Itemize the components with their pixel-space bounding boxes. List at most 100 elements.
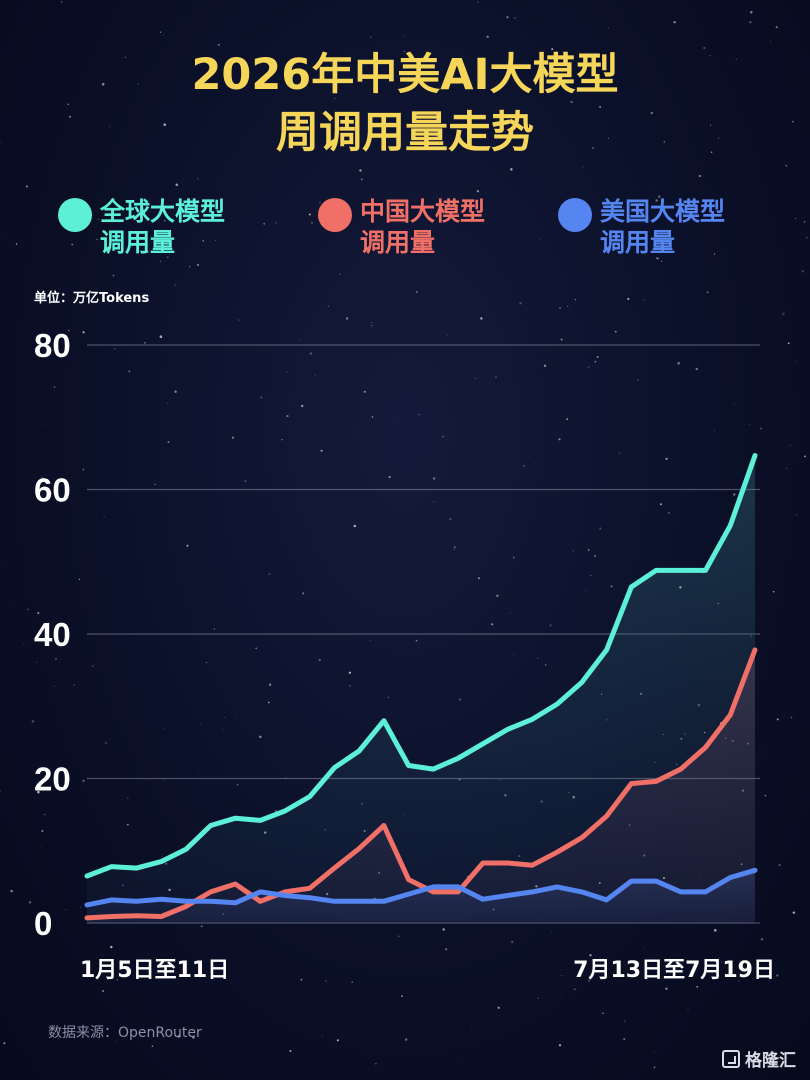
star [67,103,69,105]
star [775,26,778,29]
star [124,56,127,59]
star [653,1051,655,1053]
star [733,493,736,496]
star [102,990,104,992]
star [244,480,247,483]
y-tick-label: 40 [34,616,71,653]
star [62,438,64,440]
star [339,273,341,275]
star [174,390,177,393]
star [197,178,199,180]
star [28,901,32,904]
star [791,911,793,913]
star [513,556,515,559]
star [649,184,651,186]
star [351,981,353,983]
star [113,348,116,350]
star [167,402,169,404]
star [349,685,351,687]
y-tick-label: 60 [34,472,71,509]
star [144,342,146,344]
star [41,477,44,480]
star [80,907,82,908]
star [166,256,169,259]
star [619,452,621,454]
star [470,1026,472,1028]
star [614,330,617,333]
star [560,969,562,971]
star [667,511,671,515]
star [405,1038,408,1041]
star [163,728,165,730]
star [98,96,100,97]
star [27,608,29,611]
star [206,662,208,664]
legend-dot-china-icon [318,198,352,232]
star [117,617,118,619]
star [336,1039,339,1042]
star [559,307,561,310]
star [109,125,111,128]
star [589,954,592,957]
star [491,623,494,626]
star [495,376,497,379]
star [587,366,590,369]
star [423,557,425,559]
star [643,947,645,949]
star [534,463,535,464]
star [53,386,56,388]
star [523,464,525,467]
star [163,123,166,126]
star [442,435,444,438]
star [403,50,406,53]
star [449,517,452,521]
legend-item-china: 中国大模型 调用量 [318,196,510,258]
star [64,116,66,118]
star [154,483,156,486]
star [68,329,70,332]
star [371,416,374,418]
legend-dot-us-icon [558,198,592,232]
star [69,115,71,118]
star [54,657,58,661]
star [748,423,750,425]
star [198,707,200,709]
star [587,979,591,982]
star [3,1042,6,1045]
star [116,979,118,981]
star [334,98,336,100]
star [231,436,234,439]
star [558,1044,562,1047]
star [760,427,763,430]
star [163,780,165,782]
star [110,945,113,949]
star [480,317,483,320]
star [695,367,698,371]
star [735,58,737,60]
star [592,147,594,149]
legend-dot-global-icon [58,198,92,232]
star [263,222,266,225]
star [801,270,804,273]
star [703,46,706,50]
star [602,1012,604,1015]
star [453,548,455,551]
star [709,54,711,56]
star [213,628,216,630]
star [179,16,180,18]
star [710,124,712,126]
star [587,549,590,551]
star [778,864,781,866]
star [31,720,35,723]
star [766,755,768,757]
star [551,931,552,933]
star [785,164,788,167]
star [539,238,541,240]
brand-name: 格隆汇 [745,1051,796,1071]
star [721,961,723,963]
star [267,701,270,704]
star [660,260,663,263]
series-area-0 [87,455,755,923]
star [256,312,258,314]
